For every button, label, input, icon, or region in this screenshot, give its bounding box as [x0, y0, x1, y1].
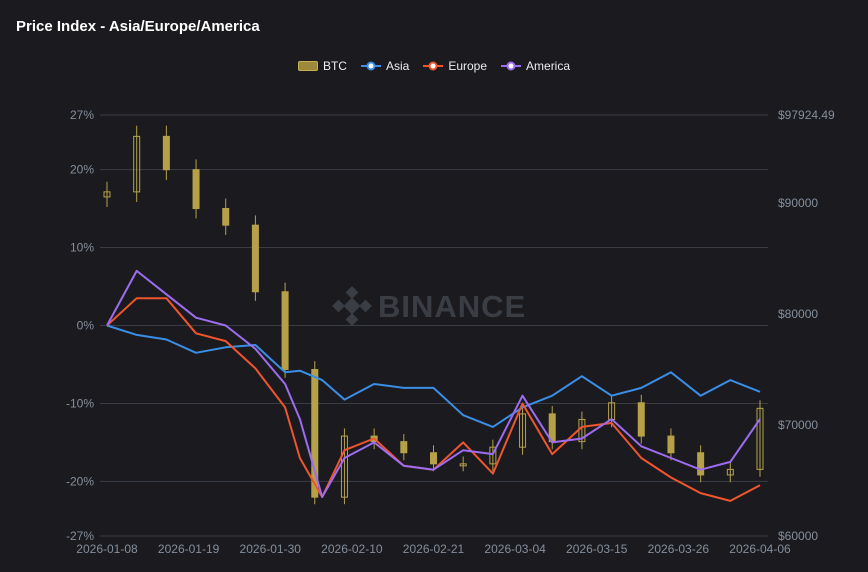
- asia-swatch-icon: [360, 61, 381, 71]
- btc-swatch-icon: [297, 61, 318, 71]
- x-axis-ticks: 2026-01-08 2026-01-19 2026-01-30 2026-02-10…: [76, 542, 791, 556]
- binance-watermark: BINANCE: [332, 286, 526, 326]
- grid-lines: [100, 114, 768, 537]
- legend-item-asia[interactable]: Asia: [360, 59, 410, 73]
- btc-candles: [103, 125, 764, 505]
- x-tick-label: 2026-01-30: [240, 542, 302, 556]
- left-tick-label: -20%: [66, 474, 94, 488]
- binance-logo-icon: [332, 286, 372, 326]
- left-tick-label: -10%: [66, 396, 94, 410]
- left-tick-label: 0%: [77, 319, 95, 333]
- x-tick-label: 2026-03-26: [648, 542, 710, 556]
- america-swatch-icon: [501, 61, 522, 71]
- series-line-america: [106, 269, 761, 498]
- legend-label-asia: Asia: [385, 59, 410, 73]
- btc-candle: [697, 452, 705, 476]
- x-tick-label: 2026-03-04: [484, 542, 546, 556]
- right-axis-ticks: $97924.49 $90000 $80000 $70000 $60000: [778, 108, 835, 543]
- legend-item-america[interactable]: America: [501, 59, 570, 73]
- left-tick-label: 10%: [70, 241, 94, 255]
- right-tick-label: $90000: [778, 196, 818, 210]
- left-tick-label: 27%: [70, 108, 94, 122]
- x-tick-label: 2026-02-10: [321, 542, 383, 556]
- right-tick-label: $60000: [778, 529, 818, 543]
- btc-candle: [281, 291, 289, 370]
- btc-candle: [756, 407, 764, 470]
- x-tick-label: 2026-04-06: [729, 542, 791, 556]
- x-tick-label: 2026-01-19: [158, 542, 220, 556]
- legend-label-europe: Europe: [448, 59, 488, 73]
- x-tick-label: 2026-03-15: [566, 542, 628, 556]
- btc-candle: [133, 135, 141, 193]
- legend-label-america: America: [526, 59, 571, 73]
- btc-candle: [340, 435, 348, 498]
- btc-candle: [103, 191, 111, 198]
- btc-candle: [489, 446, 497, 465]
- btc-candle: [637, 402, 645, 437]
- europe-swatch-icon: [423, 61, 444, 71]
- series-line-asia: [106, 324, 761, 428]
- chart-legend: BTC Asia Europe America: [0, 59, 868, 73]
- left-tick-label: 20%: [70, 163, 94, 177]
- watermark-text: BINANCE: [378, 289, 526, 324]
- x-tick-label: 2026-02-21: [403, 542, 465, 556]
- btc-candle: [162, 135, 170, 171]
- right-tick-label: $70000: [778, 418, 818, 432]
- x-tick-label: 2026-01-08: [76, 542, 138, 556]
- left-tick-label: -27%: [66, 529, 94, 543]
- btc-candle: [459, 463, 467, 467]
- btc-candle: [192, 169, 200, 210]
- btc-candle: [667, 435, 675, 454]
- btc-candle: [311, 368, 319, 498]
- legend-item-europe[interactable]: Europe: [423, 59, 487, 73]
- btc-candle: [519, 413, 527, 448]
- right-tick-label: $80000: [778, 307, 818, 321]
- legend-item-btc[interactable]: BTC: [297, 59, 347, 73]
- btc-candle: [430, 452, 437, 465]
- left-axis-ticks: 27% 20% 10% 0% -10% -20% -27%: [66, 108, 94, 543]
- series-lines: [106, 269, 761, 502]
- btc-candle: [222, 208, 230, 226]
- btc-candle: [400, 441, 408, 454]
- btc-candle: [726, 468, 734, 476]
- chart-title: Price Index - Asia/Europe/America: [16, 18, 260, 35]
- legend-label-btc: BTC: [322, 59, 347, 73]
- btc-candle: [251, 224, 259, 293]
- right-tick-label: $97924.49: [778, 108, 835, 122]
